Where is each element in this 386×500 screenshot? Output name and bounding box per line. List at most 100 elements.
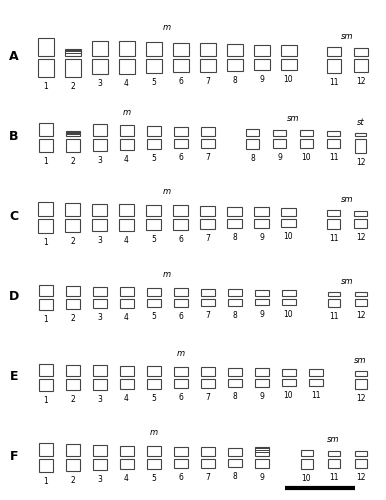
Bar — [281, 46, 296, 56]
Bar — [173, 128, 188, 136]
Bar — [254, 290, 269, 296]
Bar — [281, 370, 296, 376]
Text: C: C — [9, 210, 19, 223]
Bar — [327, 210, 340, 216]
Text: 11: 11 — [311, 392, 320, 400]
Bar — [119, 220, 134, 232]
Text: 5: 5 — [151, 394, 156, 404]
Text: 5: 5 — [151, 474, 156, 484]
Text: m: m — [163, 270, 171, 280]
Text: 12: 12 — [356, 394, 365, 404]
Bar — [281, 380, 296, 386]
Bar — [91, 60, 107, 74]
Text: 1: 1 — [43, 478, 48, 486]
Bar — [327, 220, 340, 230]
Text: D: D — [9, 290, 19, 303]
Text: 8: 8 — [232, 472, 237, 482]
Text: 6: 6 — [178, 394, 183, 402]
Bar — [120, 366, 134, 376]
Text: 12: 12 — [356, 474, 365, 482]
Text: 11: 11 — [329, 312, 338, 322]
Bar — [146, 60, 161, 74]
Text: 3: 3 — [97, 236, 102, 246]
Bar — [227, 448, 242, 456]
Text: 9: 9 — [259, 76, 264, 84]
Bar — [327, 48, 340, 56]
Bar — [200, 44, 215, 57]
Bar — [146, 42, 161, 56]
Bar — [147, 460, 161, 469]
Text: F: F — [10, 450, 18, 463]
Bar — [120, 126, 134, 136]
Bar — [120, 288, 134, 296]
Text: st: st — [357, 118, 364, 128]
Bar — [227, 44, 242, 56]
Text: 6: 6 — [178, 236, 183, 244]
Bar — [93, 446, 107, 456]
Bar — [38, 220, 53, 234]
Text: 7: 7 — [205, 312, 210, 320]
Bar — [227, 220, 242, 228]
Text: m: m — [176, 350, 185, 358]
Bar — [147, 288, 161, 296]
Bar — [200, 220, 215, 230]
Bar — [147, 140, 161, 149]
Bar — [354, 48, 367, 56]
Bar — [200, 300, 215, 306]
Text: A: A — [9, 50, 19, 63]
Bar — [200, 368, 215, 376]
Text: 9: 9 — [259, 474, 264, 482]
Bar — [254, 300, 269, 306]
Bar — [146, 220, 161, 230]
Bar — [254, 46, 269, 56]
Bar — [120, 140, 134, 150]
Bar — [354, 300, 366, 306]
Text: 3: 3 — [97, 476, 102, 484]
Text: m: m — [149, 428, 157, 438]
Bar — [200, 380, 215, 388]
Bar — [354, 212, 367, 216]
Bar — [354, 292, 366, 296]
Bar — [173, 368, 188, 376]
Bar — [227, 290, 242, 296]
Bar — [66, 140, 80, 152]
Bar — [300, 130, 313, 136]
Bar — [39, 300, 52, 310]
Bar — [66, 286, 80, 296]
Text: 4: 4 — [124, 156, 129, 164]
Text: 2: 2 — [70, 82, 75, 92]
Bar — [354, 452, 366, 456]
Bar — [64, 60, 81, 78]
Bar — [327, 452, 340, 456]
Bar — [39, 364, 52, 376]
Bar — [173, 44, 188, 57]
Text: 12: 12 — [356, 234, 365, 242]
Bar — [173, 220, 188, 230]
Text: 3: 3 — [97, 396, 102, 404]
Text: 8: 8 — [232, 312, 237, 320]
Text: 11: 11 — [329, 154, 338, 162]
Bar — [66, 460, 80, 471]
Bar — [120, 380, 134, 390]
Text: E: E — [10, 370, 18, 383]
Bar — [200, 460, 215, 468]
Text: 8: 8 — [232, 392, 237, 402]
Text: 2: 2 — [70, 158, 75, 166]
Bar — [64, 50, 81, 56]
Bar — [119, 204, 134, 216]
Bar — [119, 60, 134, 74]
Text: 4: 4 — [124, 394, 129, 404]
Text: sm: sm — [287, 114, 299, 124]
Bar — [300, 450, 313, 456]
Text: 7: 7 — [205, 234, 210, 244]
Bar — [273, 140, 286, 148]
Bar — [65, 220, 80, 232]
Bar — [327, 292, 340, 296]
Bar — [254, 208, 269, 216]
Text: 6: 6 — [178, 312, 183, 322]
Text: 7: 7 — [205, 394, 210, 402]
Bar — [39, 380, 52, 392]
Bar — [327, 460, 340, 468]
Text: 10: 10 — [284, 310, 293, 320]
Bar — [308, 380, 322, 386]
